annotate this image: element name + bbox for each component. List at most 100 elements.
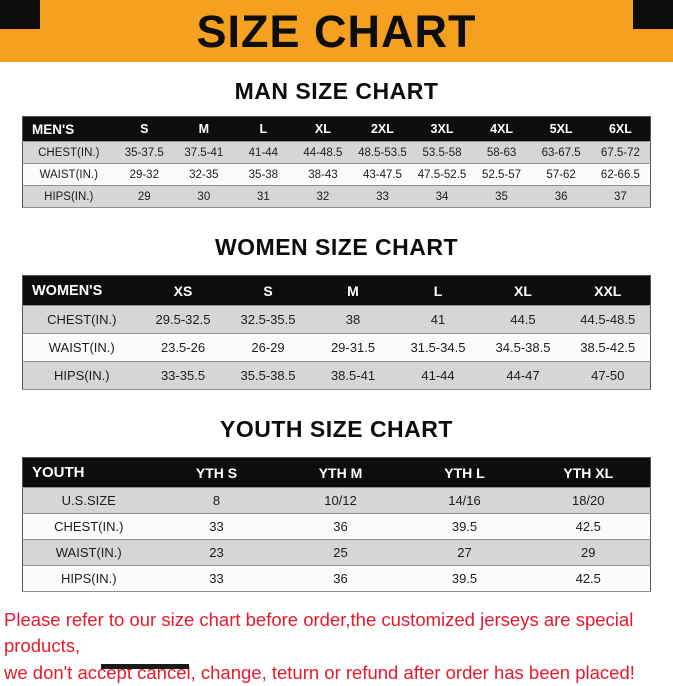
size-value-cell: 35-37.5 [114,141,175,164]
size-value-cell: 67.5-72 [590,141,651,164]
size-value-cell: 38-43 [293,163,353,186]
footer-text: Please refer to our size chart before or… [4,607,669,686]
size-value-cell: 35.5-38.5 [225,361,311,390]
size-value-cell: 23 [154,539,279,566]
size-header-cell: S [225,275,311,306]
table-row: WAIST(IN.) 23 25 27 29 [22,539,651,566]
size-value-cell: 44.5 [480,305,566,334]
row-label: CHEST(IN.) [22,141,115,164]
table-row: U.S.SIZE 8 10/12 14/16 18/20 [22,487,651,514]
table-title-cell: MEN'S [22,116,115,142]
size-value-cell: 57-62 [531,163,591,186]
row-label: U.S.SIZE [22,487,155,514]
size-header-cell: YTH L [402,457,527,488]
size-value-cell: 41-44 [395,361,481,390]
size-value-cell: 32.5-35.5 [225,305,311,334]
size-value-cell: 38.5-41 [310,361,396,390]
row-label: WAIST(IN.) [22,333,141,362]
top-left-corner-block [0,0,40,29]
row-label: CHEST(IN.) [22,305,141,334]
size-value-cell: 29.5-32.5 [140,305,226,334]
women-size-table: WOMEN'S XS S M L XL XXL CHEST(IN.) 29.5-32.5 32.5… [22,275,651,390]
table-row: WAIST(IN.) 23.5-26 26-29 29-31.5 31.5-34.5 34… [22,333,651,362]
size-value-cell: 32-35 [174,163,234,186]
row-label: HIPS(IN.) [22,565,155,592]
size-value-cell: 33 [352,185,413,208]
size-value-cell: 36 [278,513,403,540]
size-value-cell: 38 [310,305,396,334]
size-value-cell: 27 [402,539,527,566]
size-value-cell: 29-31.5 [310,333,396,362]
size-value-cell: 44-47 [480,361,566,390]
youth-size-table: YOUTH YTH S YTH M YTH L YTH XL U.S.SIZE 8 10/12… [22,457,651,592]
size-value-cell: 58-63 [471,141,532,164]
size-value-cell: 36 [531,185,591,208]
size-value-cell: 35 [471,185,532,208]
size-header-cell: 6XL [590,116,651,142]
size-value-cell: 10/12 [278,487,403,514]
size-value-cell: 31 [233,185,294,208]
size-header-cell: XL [480,275,566,306]
size-value-cell: 41-44 [233,141,294,164]
table-row: CHEST(IN.) 29.5-32.5 32.5-35.5 38 41 44.5 44.5… [22,305,651,334]
size-value-cell: 47-50 [565,361,651,390]
row-label: WAIST(IN.) [22,539,155,566]
size-header-cell: L [233,116,294,142]
bottom-edge-artifact [101,664,189,669]
size-value-cell: 37.5-41 [174,141,234,164]
size-value-cell: 42.5 [526,513,651,540]
size-value-cell: 39.5 [402,513,527,540]
table-row: CHEST(IN.) 33 36 39.5 42.5 [22,513,651,540]
table-row: WAIST(IN.) 29-32 32-35 35-38 38-43 43-47.5 47.… [22,163,651,186]
women-size-chart-section: WOMEN SIZE CHART WOMEN'S XS S M L XL XXL CHEST(… [0,234,673,390]
size-value-cell: 30 [174,185,234,208]
table-title-cell: WOMEN'S [22,275,141,306]
size-header-cell: XXL [565,275,651,306]
size-value-cell: 8 [154,487,279,514]
size-value-cell: 33 [154,513,279,540]
man-section-title: MAN SIZE CHART [234,78,439,104]
row-label: WAIST(IN.) [22,163,115,186]
size-value-cell: 29 [526,539,651,566]
size-value-cell: 62-66.5 [590,163,651,186]
size-value-cell: 31.5-34.5 [395,333,481,362]
size-value-cell: 37 [590,185,651,208]
size-header-cell: 5XL [531,116,591,142]
size-value-cell: 35-38 [233,163,294,186]
size-header-cell: 4XL [471,116,532,142]
size-value-cell: 25 [278,539,403,566]
size-value-cell: 39.5 [402,565,527,592]
size-value-cell: 26-29 [225,333,311,362]
size-value-cell: 36 [278,565,403,592]
size-value-cell: 34.5-38.5 [480,333,566,362]
size-header-cell: 2XL [352,116,413,142]
size-header-cell: S [114,116,175,142]
page-title: SIZE CHART [196,5,477,57]
man-size-chart-section: MAN SIZE CHART MEN'S S M L XL 2XL 3XL 4XL 5XL 6XL… [0,78,673,208]
size-value-cell: 44-48.5 [293,141,353,164]
size-header-cell: XS [140,275,226,306]
size-header-cell: YTH M [278,457,403,488]
youth-section-title: YOUTH SIZE CHART [220,416,453,442]
table-row: CHEST(IN.) 35-37.5 37.5-41 41-44 44-48.5 48.5… [22,141,651,164]
size-header-cell: 3XL [412,116,472,142]
top-right-corner-block [633,0,673,29]
size-value-cell: 52.5-57 [471,163,532,186]
size-value-cell: 63-67.5 [531,141,591,164]
table-header-row: WOMEN'S XS S M L XL XXL [22,275,651,306]
footer-line-1: Please refer to our size chart before or… [4,609,634,657]
size-header-cell: M [310,275,396,306]
size-value-cell: 42.5 [526,565,651,592]
size-header-cell: YTH XL [526,457,651,488]
row-label: HIPS(IN.) [22,361,141,390]
table-title-cell: YOUTH [22,457,155,488]
size-header-cell: YTH S [154,457,279,488]
table-row: HIPS(IN.) 33-35.5 35.5-38.5 38.5-41 41-44 44-… [22,361,651,390]
youth-size-chart-section: YOUTH SIZE CHART YOUTH YTH S YTH M YTH L YTH… [0,416,673,592]
size-value-cell: 29-32 [114,163,175,186]
table-header-row: YOUTH YTH S YTH M YTH L YTH XL [22,457,651,488]
size-value-cell: 44.5-48.5 [565,305,651,334]
size-value-cell: 34 [412,185,472,208]
man-size-table: MEN'S S M L XL 2XL 3XL 4XL 5XL 6XL CHEST(IN.) 35-37… [22,116,651,208]
